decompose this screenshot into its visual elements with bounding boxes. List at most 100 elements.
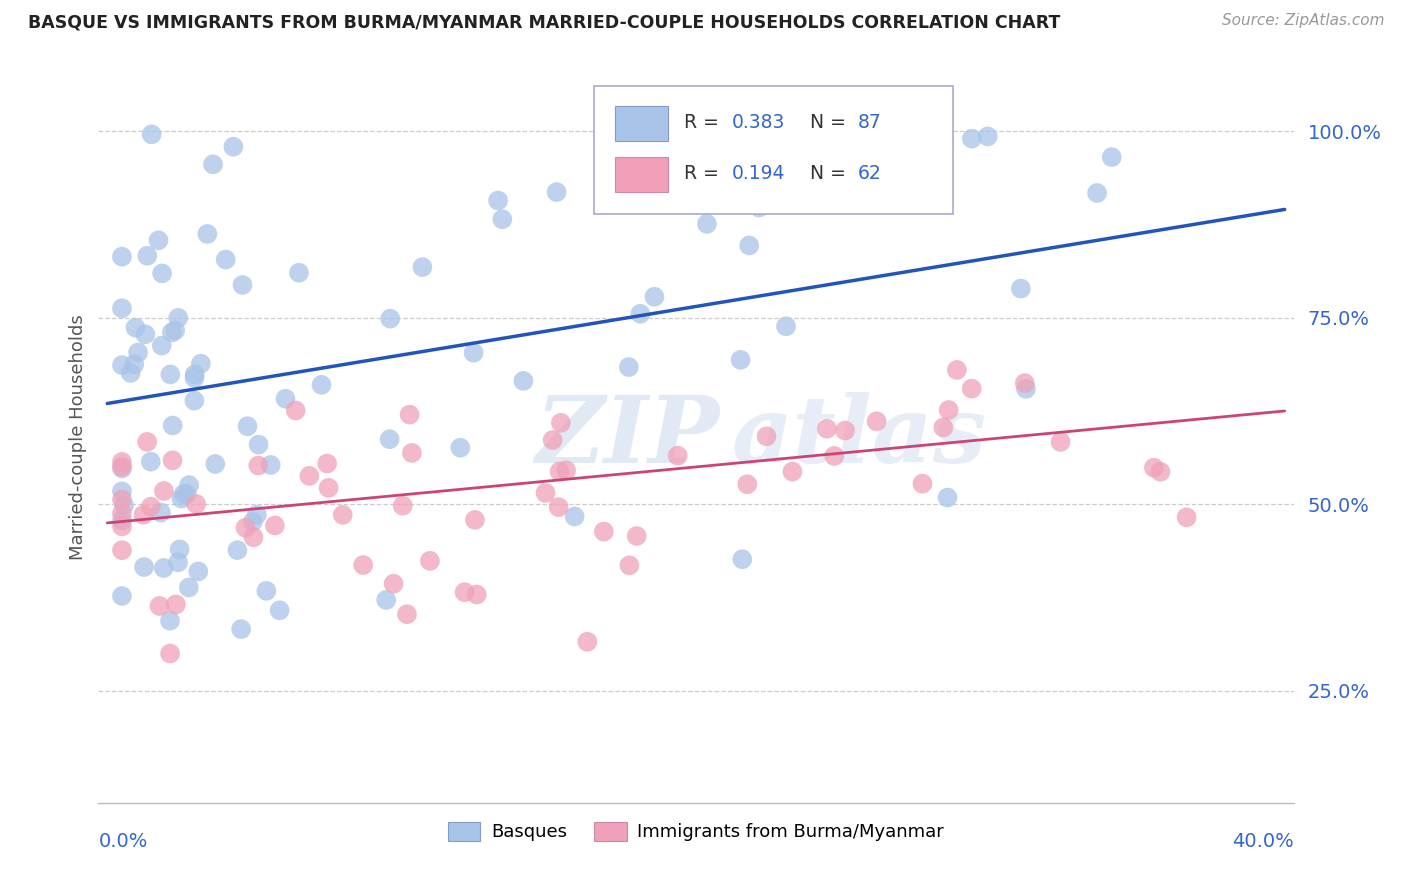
Point	[555, 463, 578, 477]
Point	[626, 529, 648, 543]
Point	[1101, 150, 1123, 164]
Point	[564, 509, 586, 524]
Point	[111, 301, 134, 316]
Text: 0.0%: 0.0%	[98, 832, 148, 851]
Bar	[614, 157, 668, 192]
Point	[195, 227, 218, 241]
Point	[111, 484, 134, 499]
Point	[165, 598, 187, 612]
Text: N =: N =	[810, 164, 852, 183]
Point	[823, 449, 845, 463]
Point	[960, 131, 983, 145]
Point	[139, 455, 162, 469]
Point	[731, 552, 754, 566]
Point	[865, 414, 887, 428]
Point	[547, 500, 569, 515]
Point	[619, 558, 641, 573]
Point	[612, 183, 634, 197]
Point	[111, 507, 134, 521]
Point	[231, 622, 253, 636]
Point	[159, 647, 181, 661]
Point	[464, 513, 486, 527]
Point	[643, 290, 665, 304]
Point	[449, 441, 471, 455]
Point	[288, 266, 311, 280]
Point	[204, 457, 226, 471]
Point	[127, 345, 149, 359]
Point	[148, 599, 170, 613]
Text: R =: R =	[685, 113, 725, 132]
Point	[1143, 460, 1166, 475]
Point	[136, 249, 159, 263]
Point	[550, 416, 572, 430]
Point	[748, 201, 770, 215]
Point	[380, 311, 402, 326]
Point	[153, 483, 176, 498]
Point	[486, 194, 509, 208]
Point	[162, 418, 184, 433]
Point	[548, 465, 571, 479]
Point	[534, 486, 557, 500]
Point	[231, 277, 253, 292]
Point	[226, 543, 249, 558]
Bar	[614, 106, 668, 141]
Point	[730, 352, 752, 367]
Point	[1014, 376, 1036, 391]
Point	[183, 393, 205, 408]
Point	[162, 453, 184, 467]
Point	[834, 424, 856, 438]
Point	[159, 368, 181, 382]
Text: BASQUE VS IMMIGRANTS FROM BURMA/MYANMAR MARRIED-COUPLE HOUSEHOLDS CORRELATION CH: BASQUE VS IMMIGRANTS FROM BURMA/MYANMAR …	[28, 13, 1060, 31]
Point	[382, 576, 405, 591]
Point	[136, 434, 159, 449]
Point	[246, 508, 269, 522]
Point	[576, 634, 599, 648]
Point	[398, 408, 420, 422]
Point	[170, 491, 193, 506]
FancyBboxPatch shape	[595, 86, 953, 214]
Text: 62: 62	[858, 164, 882, 183]
Point	[148, 233, 170, 247]
Point	[1149, 465, 1171, 479]
Point	[938, 403, 960, 417]
Point	[463, 345, 485, 359]
Point	[134, 327, 156, 342]
Point	[666, 449, 689, 463]
Point	[159, 614, 181, 628]
Point	[738, 238, 761, 252]
Point	[169, 542, 191, 557]
Point	[132, 508, 155, 522]
Point	[628, 307, 651, 321]
Point	[378, 432, 401, 446]
Point	[960, 382, 983, 396]
Point	[491, 212, 513, 227]
Point	[173, 487, 195, 501]
Point	[274, 392, 297, 406]
Point	[269, 603, 291, 617]
Point	[124, 320, 146, 334]
Point	[720, 109, 742, 123]
Point	[236, 419, 259, 434]
Point	[755, 429, 778, 443]
Point	[242, 515, 264, 529]
Point	[395, 607, 418, 622]
Legend: Basques, Immigrants from Burma/Myanmar: Basques, Immigrants from Burma/Myanmar	[440, 814, 952, 848]
Point	[179, 478, 201, 492]
Point	[111, 513, 134, 527]
Point	[120, 366, 142, 380]
Text: Source: ZipAtlas.com: Source: ZipAtlas.com	[1222, 13, 1385, 29]
Point	[352, 558, 374, 572]
Point	[298, 468, 321, 483]
Point	[247, 437, 270, 451]
Point	[190, 357, 212, 371]
Point	[465, 588, 488, 602]
Point	[696, 217, 718, 231]
Point	[111, 492, 134, 507]
Point	[176, 487, 198, 501]
Point	[316, 457, 339, 471]
Point	[187, 565, 209, 579]
Point	[111, 459, 134, 474]
Point	[160, 326, 183, 340]
Point	[1049, 434, 1071, 449]
Point	[735, 477, 758, 491]
